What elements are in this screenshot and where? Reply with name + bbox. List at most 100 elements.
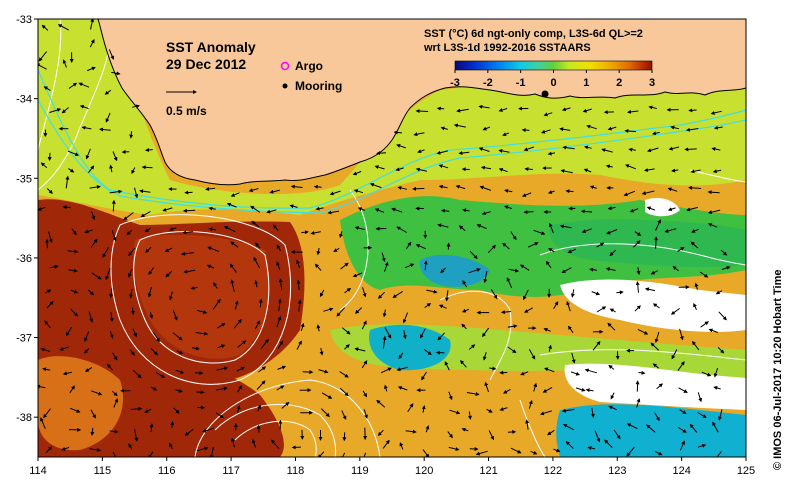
current-arrow: [141, 165, 153, 170]
current-arrow: [654, 331, 660, 344]
current-arrow: [89, 184, 101, 189]
current-arrow: [677, 361, 685, 371]
current-arrow: [162, 207, 173, 212]
current-arrow: [594, 430, 601, 443]
current-arrow: [397, 186, 408, 190]
current-arrow: [90, 409, 96, 419]
current-arrow: [333, 247, 340, 253]
current-arrow: [71, 228, 77, 236]
current-arrow: [208, 227, 217, 232]
current-arrow: [88, 311, 94, 323]
current-arrow: [277, 340, 284, 349]
current-arrow: [616, 290, 624, 295]
current-arrow: [302, 370, 314, 375]
current-arrow: [155, 371, 166, 379]
y-axis: -33 -34 -35 -36 -37 -38: [16, 14, 38, 424]
current-arrow: [461, 427, 469, 432]
current-arrow: [59, 346, 69, 351]
current-arrow: [697, 443, 707, 448]
current-arrow: [689, 423, 698, 433]
credit-label: © IMOS 06-Jul-2017 10:20 Hobart Time: [772, 270, 784, 470]
current-arrow: [584, 145, 592, 150]
current-arrow: [111, 230, 117, 242]
current-arrow: [62, 59, 67, 68]
current-arrow: [236, 366, 246, 372]
current-arrow: [213, 282, 218, 289]
current-arrow: [339, 387, 349, 397]
current-arrow: [190, 285, 198, 290]
current-arrow: [436, 150, 448, 155]
current-arrow: [230, 279, 235, 292]
current-arrow: [421, 405, 426, 413]
current-arrow: [568, 325, 574, 333]
current-arrow: [91, 390, 103, 396]
current-arrow: [679, 440, 685, 451]
current-arrow: [570, 289, 575, 298]
y-tick-label: -34: [16, 94, 32, 106]
current-arrow: [341, 327, 351, 335]
current-arrow: [638, 370, 646, 375]
current-arrow: [172, 310, 178, 321]
current-arrow: [374, 208, 385, 213]
current-arrow: [109, 164, 114, 173]
x-tick-label: 124: [672, 465, 690, 477]
current-arrow: [70, 407, 81, 413]
current-arrow: [362, 390, 368, 398]
current-arrow: [87, 289, 95, 296]
current-arrow: [168, 442, 174, 449]
current-arrow: [697, 392, 703, 403]
current-arrow: [647, 147, 659, 153]
current-arrow: [230, 192, 240, 197]
current-arrow: [462, 208, 470, 213]
current-arrow: [405, 429, 417, 434]
current-arrow: [89, 447, 102, 452]
current-arrow: [354, 347, 366, 352]
current-arrow: [236, 405, 241, 414]
current-arrow: [701, 371, 712, 377]
current-arrow: [484, 381, 489, 392]
current-arrow: [106, 363, 114, 371]
current-arrow: [354, 226, 365, 230]
current-arrow: [444, 290, 449, 302]
current-arrow: [134, 187, 139, 199]
current-arrow: [506, 277, 513, 289]
current-arrow: [543, 112, 553, 117]
current-arrow: [481, 211, 491, 216]
current-arrow: [717, 347, 725, 354]
current-arrow: [320, 408, 330, 418]
current-arrow: [693, 302, 697, 311]
current-arrow: [553, 448, 561, 453]
current-arrow: [559, 224, 572, 229]
current-arrow: [423, 260, 428, 271]
current-arrow: [147, 286, 152, 298]
current-arrow: [40, 347, 50, 352]
colorbar-tick-label: 2: [616, 77, 622, 89]
current-arrow: [109, 288, 114, 299]
current-arrow: [109, 189, 123, 194]
missing-data-small: [645, 198, 680, 217]
current-arrow: [712, 421, 719, 433]
current-arrow: [448, 391, 453, 401]
current-arrow: [152, 331, 160, 343]
current-arrow: [608, 405, 618, 411]
current-arrow: [140, 211, 151, 218]
scale-label: 0.5 m/s: [166, 104, 207, 118]
current-arrow: [721, 265, 731, 270]
current-arrow: [648, 105, 657, 110]
current-arrow: [215, 412, 225, 419]
current-arrow: [196, 446, 209, 452]
current-arrow: [644, 287, 656, 292]
current-arrow: [384, 261, 389, 272]
current-arrow: [169, 227, 177, 231]
current-arrow: [502, 242, 510, 250]
current-arrow: [148, 267, 155, 275]
current-arrow: [437, 223, 449, 228]
current-arrow: [132, 369, 142, 379]
current-arrow: [237, 385, 242, 393]
current-arrow: [175, 369, 185, 374]
current-arrow: [109, 312, 114, 323]
current-arrow: [447, 431, 453, 439]
current-arrow: [61, 446, 70, 451]
current-arrow: [129, 288, 134, 299]
current-arrow: [41, 24, 49, 31]
